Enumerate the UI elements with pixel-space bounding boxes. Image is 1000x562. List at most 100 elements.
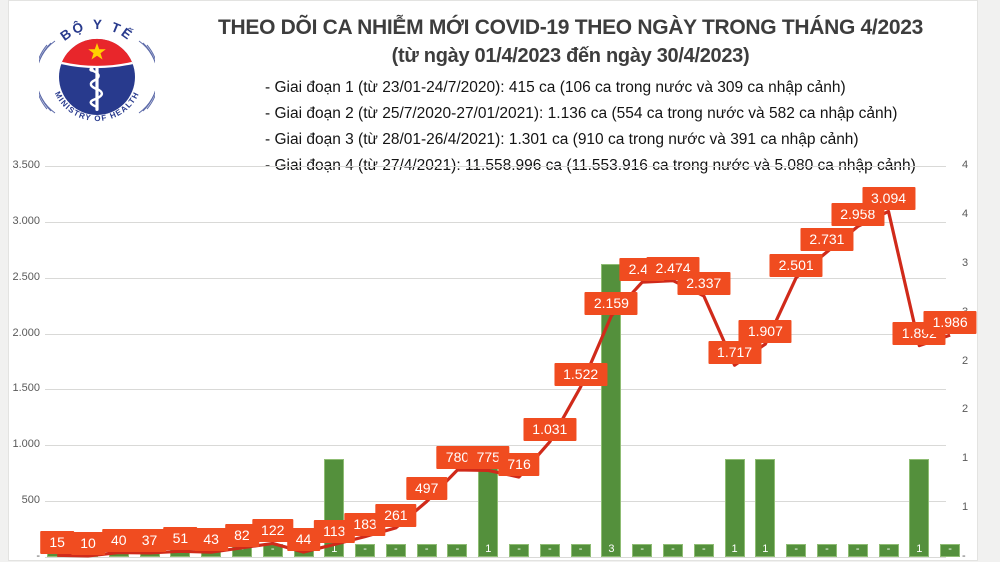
gridline (45, 333, 946, 335)
bar-value-label: - (671, 543, 675, 555)
bar-day-13: - (416, 543, 437, 557)
y-axis-right-tick: - (962, 550, 966, 562)
bar-value-label: - (825, 543, 829, 555)
point-label-day-18: 1.522 (554, 362, 608, 386)
bar-value-label: 3 (608, 543, 615, 555)
bar-day-14: - (447, 543, 468, 557)
point-label-day-25: 2.501 (769, 253, 823, 277)
y-axis-left-tick: 2.500 (12, 270, 40, 283)
y-axis-right-tick: 2 (962, 403, 969, 416)
point-label-day-4: 37 (132, 528, 167, 552)
y-axis-left-tick: 1.000 (12, 438, 40, 451)
point-label-day-3: 40 (101, 528, 136, 552)
y-axis-right-tick: 4 (962, 207, 969, 220)
y-axis-right-tick: 3 (962, 256, 969, 269)
gridline (45, 277, 946, 279)
bar-value-label: - (270, 543, 275, 555)
point-label-day-5: 51 (163, 527, 198, 551)
bar-day-23: 1 (724, 459, 745, 557)
bar-day-22: - (693, 543, 714, 557)
bar-value-label: - (578, 543, 583, 555)
bar-value-label: - (547, 543, 552, 555)
bar-value-label: - (640, 543, 645, 555)
point-label-day-16: 716 (498, 453, 540, 476)
bar-value-label: - (363, 543, 367, 555)
bar-day-18: - (570, 543, 591, 557)
bar-day-29: 1 (909, 459, 930, 557)
point-label-day-6: 43 (194, 528, 228, 552)
point-label-day-28: 3.094 (861, 187, 916, 211)
point-label-day-2: 10 (71, 531, 105, 555)
caduceus-icon (89, 67, 104, 111)
bar-value-label: - (701, 543, 706, 555)
bar-value-label: - (394, 543, 398, 555)
y-axis-right-tick: 4 (962, 159, 969, 171)
point-label-day-12: 261 (375, 503, 417, 527)
bullet-phase-4: - Giai đoạn 4 (từ 27/4/2021): 11.558.996… (265, 157, 916, 174)
y-axis-left-tick: 1.500 (12, 382, 40, 395)
y-axis-right-tick: 2 (962, 354, 969, 367)
bar-value-label: 1 (762, 543, 769, 555)
bar-day-27: - (847, 543, 868, 557)
y-axis-right-tick: 1 (962, 501, 969, 514)
gridline (45, 166, 946, 167)
bullet-phase-1: - Giai đoạn 1 (từ 23/01-24/7/2020): 415 … (265, 79, 846, 96)
bullet-phase-2: - Giai đoạn 2 (từ 25/7/2020-27/01/2021):… (265, 105, 898, 122)
summary-bullets: - Giai đoạn 1 (từ 23/01-24/7/2020): 415 … (265, 75, 916, 179)
bar-value-label: 1 (485, 543, 492, 555)
point-label-day-26: 2.731 (800, 227, 854, 251)
bar-day-24: 1 (755, 459, 776, 557)
star-icon (88, 43, 106, 60)
bar-value-label: 1 (331, 543, 338, 555)
bar-day-12: - (385, 543, 406, 557)
point-label-day-9: 44 (286, 528, 321, 552)
y-axis-left-tick: - (36, 550, 40, 562)
bar-value-label: - (517, 543, 521, 555)
point-label-day-17: 1.031 (523, 417, 577, 441)
bullet-phase-3: - Giai đoạn 3 (từ 28/01-26/4/2021): 1.30… (265, 131, 859, 148)
ministry-of-health-logo: BỘ Y TẾ MINISTRY OF HEALTH (39, 17, 155, 123)
bar-day-19: 3 (601, 263, 622, 557)
bar-day-25: - (786, 543, 807, 557)
bar-value-label: - (886, 543, 891, 555)
point-label-day-23: 1.717 (708, 341, 762, 365)
page-subtitle: (từ ngày 01/4/2023 đến ngày 30/4/2023) (391, 45, 750, 67)
point-label-day-30: 1.986 (923, 311, 977, 335)
bar-value-label: - (424, 543, 429, 555)
bar-day-26: - (816, 543, 837, 557)
y-axis-left-tick: 2.000 (12, 326, 40, 339)
bar-day-20: - (632, 543, 653, 557)
point-label-day-8: 122 (252, 519, 294, 543)
gridline (45, 221, 946, 223)
bar-day-17: - (539, 543, 560, 557)
point-label-day-22: 2.337 (677, 271, 731, 295)
y-axis-left-tick: 3.000 (12, 214, 40, 227)
point-label-day-24: 1.907 (738, 319, 792, 343)
y-axis-left-tick: 3.500 (12, 159, 40, 171)
bar-day-11: - (355, 543, 376, 557)
gridline (45, 557, 946, 558)
bar-value-label: - (855, 543, 860, 555)
bar-value-label: 1 (916, 543, 923, 555)
laurel-arcs (39, 40, 155, 114)
y-axis-left-tick: 500 (21, 494, 40, 507)
bar-day-16: - (509, 543, 530, 557)
point-label-day-7: 82 (225, 523, 259, 547)
bar-day-30: - (940, 543, 961, 557)
point-label-day-10: 113 (314, 520, 355, 544)
bar-value-label: - (948, 543, 952, 555)
gridline (45, 445, 946, 447)
point-label-day-1: 15 (40, 531, 74, 555)
bar-value-label: 1 (731, 543, 738, 555)
gridline (45, 389, 946, 391)
y-axis-right-tick: 1 (962, 452, 969, 465)
point-label-day-13: 497 (405, 477, 448, 501)
bar-day-28: - (878, 543, 899, 557)
point-label-day-19: 2.159 (584, 291, 638, 315)
bar-day-15: 1 (478, 459, 499, 557)
bar-day-21: - (663, 543, 683, 557)
bar-value-label: - (455, 543, 460, 555)
